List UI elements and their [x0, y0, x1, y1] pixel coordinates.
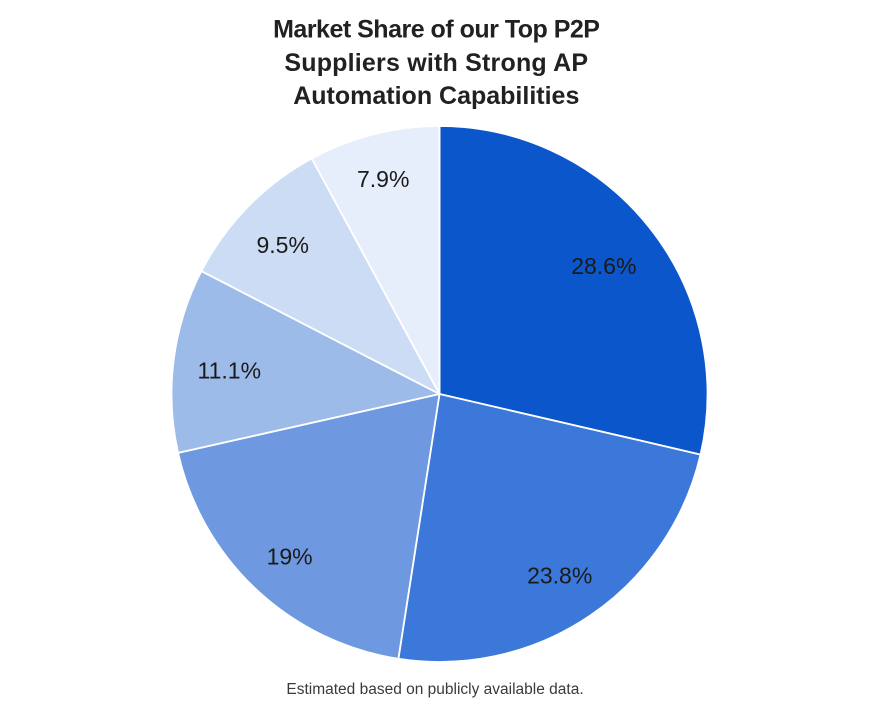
svg-text:23.8%: 23.8% [527, 563, 592, 589]
svg-text:Automation Capabilities: Automation Capabilities [293, 82, 579, 110]
svg-text:28.6%: 28.6% [571, 253, 636, 279]
svg-text:Market Share of our Top P2P: Market Share of our Top P2P [273, 16, 599, 44]
svg-text:19%: 19% [267, 543, 313, 569]
svg-text:7.9%: 7.9% [357, 166, 409, 192]
svg-text:Estimated based on publicly av: Estimated based on publicly available da… [286, 681, 583, 698]
svg-text:11.1%: 11.1% [198, 358, 262, 384]
svg-text:9.5%: 9.5% [256, 232, 308, 258]
svg-text:Suppliers with Strong AP: Suppliers with Strong AP [284, 49, 588, 77]
